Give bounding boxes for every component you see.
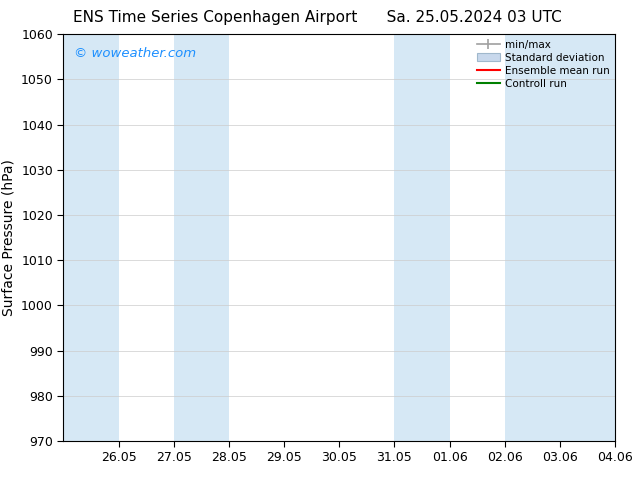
Bar [505, 34, 560, 441]
Bar [560, 34, 615, 441]
Y-axis label: Surface Pressure (hPa): Surface Pressure (hPa) [1, 159, 16, 316]
Bar [174, 34, 229, 441]
Text: ENS Time Series Copenhagen Airport      Sa. 25.05.2024 03 UTC: ENS Time Series Copenhagen Airport Sa. 2… [73, 10, 561, 25]
Bar [394, 34, 450, 441]
Bar [63, 34, 119, 441]
Text: © woweather.com: © woweather.com [74, 47, 197, 59]
Legend: min/max, Standard deviation, Ensemble mean run, Controll run: min/max, Standard deviation, Ensemble me… [477, 40, 610, 89]
